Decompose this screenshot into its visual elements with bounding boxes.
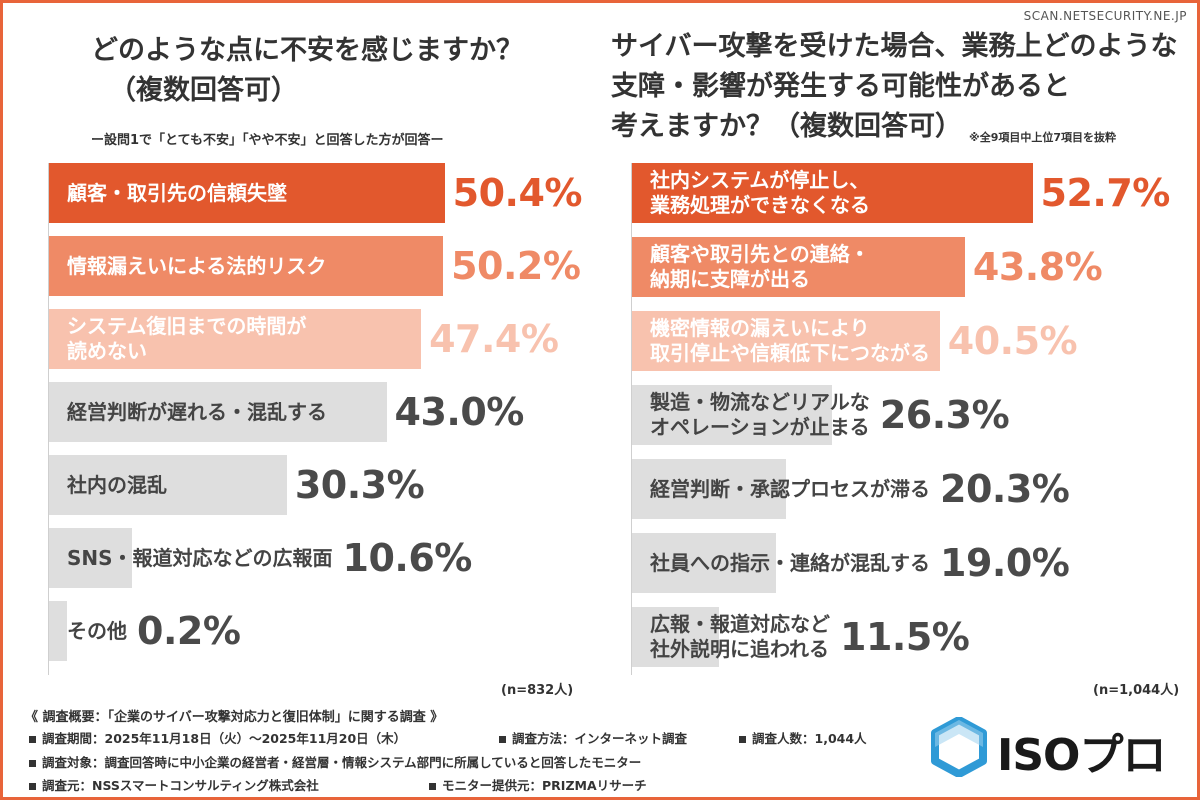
bullet-icon [429,783,436,790]
left-chart-bar [49,236,444,296]
bullet-icon [739,736,746,743]
survey-summary: 《 調査概要：「企業のサイバー攻撃対応力と復旧体制」に関する調査 》 調査期間：… [25,703,925,798]
survey-count-text: 調査人数：1,044人 [752,731,867,746]
right-chart-category-label: 製造・物流などリアルな オペレーションが止まる [650,390,870,439]
left-chart-category-label: 社内の混乱 [67,472,167,497]
left-chart-subnote: ー設問1で「とても不安」「やや不安」と回答した方が回答ー [91,133,444,148]
survey-provider: モニター提供元：PRIZMAリサーチ [429,775,647,794]
left-chart-value-label: 10.6% [342,536,473,580]
right-chart-value-label: 20.3% [940,467,1070,511]
survey-provider-text: モニター提供元：PRIZMAリサーチ [442,778,647,793]
left-chart-value-label: 47.4% [429,317,559,361]
right-chart-category-label: 広報・報道対応など 社外説明に追われる [650,612,830,661]
left-chart-category-label: 情報漏えいによる法的リスク [67,253,327,278]
left-title-line: （複数回答可） [109,75,298,106]
survey-method: 調査方法：インターネット調査 [499,728,687,747]
right-chart-value-label: 19.0% [940,541,1070,585]
right-chart-category-label: 顧客や取引先との連絡・ 納期に支障が出る [650,242,870,291]
right-chart-n: (n=1,044人) [1093,683,1180,698]
right-chart-category-label: 経営判断・承認プロセスが滞る [650,476,930,501]
isopro-logo: ISOプロ [931,715,1181,781]
left-chart-value-label: 43.0% [394,390,525,434]
right-chart-value-label: 40.5% [947,319,1078,363]
left-chart-category-label: 経営判断が遅れる・混乱する [67,399,327,424]
left-chart-bar [49,601,67,661]
left-chart-bar [49,455,287,515]
right-chart-bar [632,607,720,667]
survey-summary-title: 《 調査概要：「企業のサイバー攻撃対応力と復旧体制」に関する調査 》 [25,710,444,725]
bullet-icon [499,736,506,743]
survey-period-text: 調査期間：2025年11月18日（火）～2025年11月20日（木） [42,731,407,746]
right-chart-bar [632,311,940,371]
right-chart-bar [632,459,787,519]
left-chart-n: (n=832人) [501,683,574,698]
right-chart-bar [632,385,832,445]
left-chart-value-label: 50.2% [451,244,581,288]
right-chart-bar [632,237,965,297]
right-chart-subnote: ※全9項目中上位7項目を抜粋 [969,131,1117,144]
left-chart-value-label: 30.3% [294,463,425,507]
left-chart-bar [49,382,387,442]
left-chart-bar [49,528,133,588]
right-chart-bar [632,533,777,593]
watermark: SCAN.NETSECURITY.NE.JP [1023,9,1187,23]
bullet-icon [29,783,36,790]
hexagon-logo-icon [931,717,987,777]
survey-period: 調査期間：2025年11月18日（火）～2025年11月20日（木） [29,728,406,747]
left-chart-category-label: システム復旧までの時間が 読めない [67,314,307,363]
right-chart-category-label: 機密情報の漏えいにより 取引停止や信頼低下につながる [650,316,930,365]
survey-source-text: 調査元：NSSスマートコンサルティング株式会社 [42,778,319,793]
survey-target: 調査対象：調査回答時に中小企業の経営者・経営層・情報システム部門に所属していると… [29,752,641,771]
right-chart-value-label: 52.7% [1040,171,1171,215]
left-chart-value-label: 50.4% [452,171,583,215]
left-chart-bar [49,309,422,369]
left-chart-category-label: その他 [67,618,127,643]
right-chart-category-label: 社内システムが停止し、 業務処理ができなくなる [650,168,870,217]
left-chart-value-label: 0.2% [137,609,241,653]
left-chart-category-label: 顧客・取引先の信頼失墜 [67,180,287,205]
survey-target-text: 調査対象：調査回答時に中小企業の経営者・経営層・情報システム部門に所属していると… [42,755,642,770]
bullet-icon [29,760,36,767]
survey-source: 調査元：NSSスマートコンサルティング株式会社 [29,775,319,794]
bullet-icon [29,736,36,743]
right-chart-value-label: 26.3% [879,393,1010,437]
right-chart-axis [631,163,632,675]
left-chart-axis [48,163,49,675]
right-title-line: 支障・影響が発生する可能性があると [611,71,1070,102]
right-chart-bar [632,163,1033,223]
logo-text: ISOプロ [997,730,1166,781]
right-chart-value-label: 11.5% [840,615,970,659]
left-chart-title: どのような点に不安を感じますか？ （複数回答可） [91,31,523,111]
left-title-line: どのような点に不安を感じますか？ [91,35,523,66]
right-chart-title: サイバー攻撃を受けた場合、業務上どのような 支障・影響が発生する可能性があると … [611,27,1177,147]
left-chart-bar [49,163,445,223]
right-title-line: サイバー攻撃を受けた場合、業務上どのような [611,31,1178,62]
survey-count: 調査人数：1,044人 [739,728,867,747]
right-chart-value-label: 43.8% [972,245,1103,289]
right-chart-category-label: 社員への指示・連絡が混乱する [650,550,930,575]
right-title-line: 考えますか？（複数回答可） [611,111,962,142]
left-chart-category-label: SNS・報道対応などの広報面 [67,545,333,570]
survey-method-text: 調査方法：インターネット調査 [512,731,688,746]
